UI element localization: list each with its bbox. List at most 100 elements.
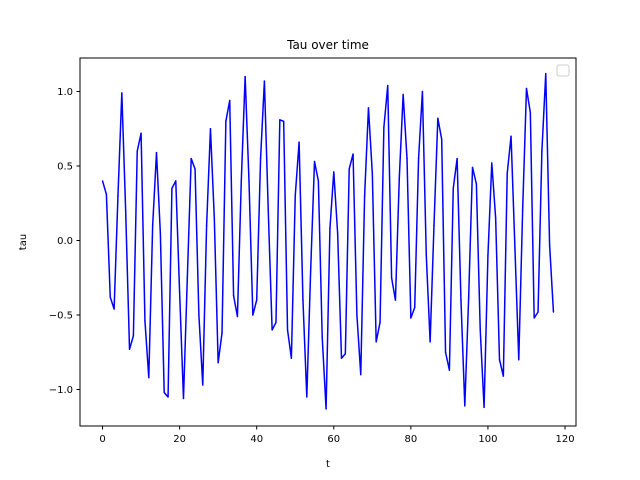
- data-point: [140, 132, 142, 134]
- data-point: [437, 117, 439, 120]
- data-point: [444, 351, 447, 353]
- data-point: [271, 329, 273, 331]
- data-point: [487, 254, 489, 257]
- data-point: [460, 299, 462, 301]
- data-point: [225, 120, 227, 123]
- data-point: [541, 150, 543, 152]
- data-point: [205, 224, 208, 227]
- y-tick-label: −0.5: [49, 311, 73, 322]
- data-point: [325, 408, 327, 410]
- plot-frame: [79, 57, 577, 427]
- data-point: [348, 168, 350, 170]
- data-point: [410, 317, 412, 319]
- data-point: [510, 135, 512, 137]
- data-point: [213, 217, 216, 219]
- data-point: [306, 396, 308, 398]
- data-point: [155, 151, 158, 154]
- y-tick-label: 1.0: [57, 87, 73, 98]
- data-point: [521, 210, 524, 212]
- data-point: [467, 296, 470, 298]
- data-point: [163, 391, 165, 394]
- data-point: [552, 311, 555, 313]
- data-point: [182, 397, 185, 400]
- x-tick-label: 100: [478, 434, 497, 445]
- x-axis-ticks: 0 20 40 60 80 100 120: [99, 426, 575, 445]
- data-point: [406, 157, 408, 160]
- data-point: [383, 126, 385, 128]
- plot-area: [101, 72, 555, 410]
- data-point: [537, 311, 539, 313]
- data-point: [506, 172, 508, 175]
- data-point: [379, 321, 381, 324]
- data-point: [471, 166, 474, 169]
- data-point: [124, 210, 127, 212]
- data-point: [545, 72, 547, 75]
- data-point: [105, 193, 108, 196]
- data-point: [286, 329, 289, 331]
- data-point: [375, 341, 377, 343]
- x-tick-label: 0: [99, 434, 105, 445]
- data-point: [390, 277, 393, 279]
- data-point: [371, 172, 374, 175]
- data-point: [159, 232, 162, 234]
- data-point: [248, 180, 250, 182]
- data-point: [525, 87, 528, 90]
- data-point: [217, 361, 219, 364]
- data-point: [502, 375, 505, 377]
- data-point: [456, 157, 458, 160]
- data-point: [113, 308, 115, 310]
- chart-title: Tau over time: [286, 38, 369, 52]
- data-point: [121, 92, 123, 94]
- data-point: [387, 84, 389, 87]
- data-point: [333, 171, 335, 173]
- data-point: [309, 269, 312, 272]
- data-point: [252, 314, 254, 316]
- data-point: [282, 120, 285, 123]
- data-point: [514, 247, 516, 249]
- x-tick-label: 80: [404, 434, 417, 445]
- data-point: [533, 317, 535, 319]
- x-tick-label: 40: [250, 434, 263, 445]
- data-point: [128, 348, 131, 350]
- data-point: [202, 384, 204, 386]
- data-point: [440, 138, 443, 140]
- y-tick-label: 0.0: [57, 236, 73, 247]
- data-point: [352, 153, 354, 155]
- data-point: [336, 232, 339, 234]
- data-point: [452, 187, 454, 190]
- data-point: [363, 195, 366, 197]
- data-point: [190, 157, 192, 160]
- data-point: [109, 296, 111, 298]
- data-point: [417, 157, 420, 160]
- data-point: [194, 168, 196, 170]
- data-point: [178, 291, 181, 294]
- data-point: [240, 180, 242, 182]
- data-point: [267, 210, 269, 212]
- data-point: [298, 141, 300, 143]
- data-point: [209, 128, 212, 130]
- data-point: [317, 180, 320, 182]
- data-point: [117, 195, 119, 197]
- data-point: [263, 80, 266, 82]
- data-point: [398, 177, 400, 179]
- data-point: [475, 183, 478, 185]
- data-point: [136, 150, 138, 152]
- data-point: [425, 254, 427, 257]
- data-point: [548, 244, 551, 246]
- data-point: [198, 314, 200, 316]
- data-point: [259, 157, 262, 160]
- data-point: [421, 90, 424, 93]
- data-point: [340, 357, 343, 359]
- data-point: [221, 332, 223, 334]
- data-point: [321, 336, 323, 339]
- data-point: [402, 93, 404, 96]
- data-point: [313, 160, 316, 163]
- data-point: [529, 111, 532, 114]
- data-point: [275, 321, 277, 324]
- x-tick-label: 60: [327, 434, 340, 445]
- data-point: [429, 341, 431, 343]
- x-axis-label: t: [326, 459, 330, 470]
- series-line-0: [101, 72, 555, 410]
- data-point: [167, 396, 169, 398]
